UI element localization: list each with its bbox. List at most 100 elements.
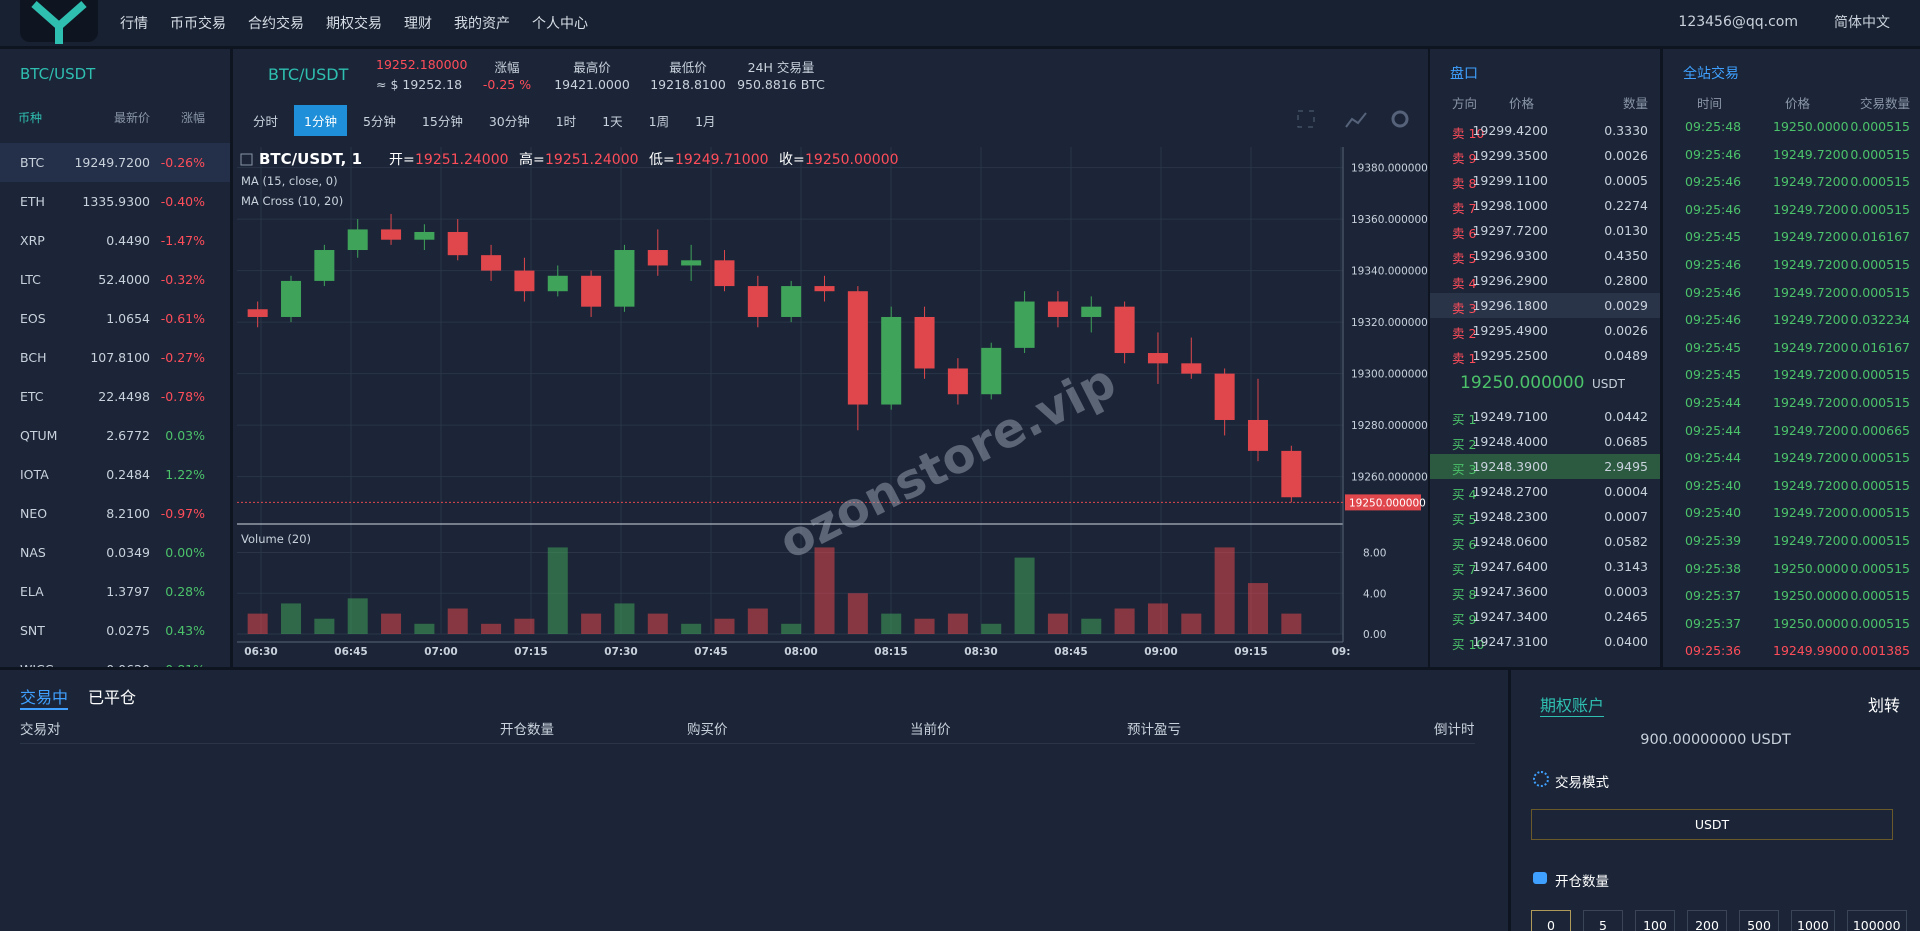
orderbook-row[interactable]: 卖 9 19299.3500 0.0026 bbox=[1430, 143, 1660, 168]
qty-option[interactable]: 0 bbox=[1531, 910, 1571, 931]
interval-button[interactable]: 分时 bbox=[253, 114, 279, 129]
user-account[interactable]: 123456@qq.com bbox=[1678, 14, 1798, 30]
qty-option[interactable]: 100 bbox=[1635, 910, 1675, 931]
interval-button[interactable]: 1天 bbox=[602, 114, 623, 129]
orderbook-cell: 买 1 bbox=[1452, 412, 1477, 427]
legend-toggle bbox=[240, 153, 253, 166]
orderbook-row[interactable]: 买 2 19248.4000 0.0685 bbox=[1430, 429, 1660, 454]
interval-button[interactable]: 15分钟 bbox=[421, 114, 463, 129]
orderbook-row[interactable]: 卖 4 19296.2900 0.2800 bbox=[1430, 268, 1660, 293]
logo[interactable] bbox=[20, 0, 100, 46]
market-row[interactable]: LTC 52.4000 -0.32% bbox=[0, 260, 230, 299]
qty-option[interactable]: 100000 bbox=[1846, 910, 1907, 931]
orderbook-row[interactable]: 买 4 19248.2700 0.0004 bbox=[1430, 479, 1660, 504]
interval-button[interactable]: 1月 bbox=[695, 114, 716, 129]
nav-item[interactable]: 个人中心 bbox=[532, 16, 588, 32]
interval-button[interactable]: 1分钟 bbox=[294, 105, 347, 136]
interval-button[interactable]: 30分钟 bbox=[488, 114, 530, 129]
candle-body bbox=[547, 275, 568, 292]
orderbook-row[interactable]: 卖 3 19296.1800 0.0029 bbox=[1430, 293, 1660, 318]
market-row[interactable]: ETC 22.4498 -0.78% bbox=[0, 377, 230, 416]
x-tick-label: 08:00 bbox=[784, 646, 817, 658]
orderbook-cell: 19248.3900 bbox=[1472, 459, 1548, 474]
market-cell: 1.3797 bbox=[106, 584, 150, 599]
ohlc-label: 收= bbox=[779, 152, 805, 168]
trade-cell: 09:25:48 bbox=[1685, 119, 1742, 134]
orderbook-row[interactable]: 买 6 19248.0600 0.0582 bbox=[1430, 529, 1660, 554]
orderbook-row[interactable]: 买 3 19248.3900 2.9495 bbox=[1430, 454, 1660, 479]
market-row[interactable]: SNT 0.0275 0.43% bbox=[0, 611, 230, 650]
nav-item[interactable]: 行情 bbox=[120, 16, 148, 32]
trade-cell: 09:25:45 bbox=[1685, 339, 1742, 355]
orderbook-row[interactable]: 买 1 19249.7100 0.0442 bbox=[1430, 404, 1660, 429]
market-row[interactable]: WICC 0.0620 0.81% bbox=[0, 650, 230, 667]
trade-cell: 09:25:45 bbox=[1685, 229, 1742, 245]
market-cell: EOS bbox=[20, 311, 46, 326]
orderbook-row[interactable]: 买 9 19247.3400 0.2465 bbox=[1430, 604, 1660, 629]
nav-item[interactable]: 我的资产 bbox=[454, 16, 510, 32]
language-select[interactable]: 简体中文 bbox=[1834, 15, 1890, 31]
orderbook-cell: 0.2274 bbox=[1604, 198, 1648, 213]
mode-select[interactable]: USDT bbox=[1531, 809, 1893, 840]
y-tick-label: 19300.000000 bbox=[1351, 369, 1428, 381]
orderbook-cell: 卖 7 bbox=[1452, 201, 1477, 216]
account-title: 期权账户 bbox=[1540, 692, 1605, 717]
volume-tick-label: 0.00 bbox=[1363, 629, 1386, 641]
orderbook-cell: 0.0582 bbox=[1604, 534, 1648, 549]
market-row[interactable]: XRP 0.4490 -1.47% bbox=[0, 221, 230, 260]
market-row[interactable]: EOS 1.0654 -0.61% bbox=[0, 299, 230, 338]
nav-item[interactable]: 期权交易 bbox=[326, 16, 382, 32]
last-price-box bbox=[1345, 494, 1421, 511]
y-tick-label: 19280.000000 bbox=[1351, 420, 1428, 432]
orderbook-row[interactable]: 卖 7 19298.1000 0.2274 bbox=[1430, 193, 1660, 218]
interval-button[interactable]: 5分钟 bbox=[362, 114, 396, 129]
trade-cell: 19249.7200 bbox=[1773, 505, 1849, 521]
trade-cell: 0.000515 bbox=[1850, 533, 1910, 548]
last-price: 19250.000000 bbox=[1460, 373, 1585, 393]
volume-tick-label: 4.00 bbox=[1363, 588, 1386, 600]
qty-option[interactable]: 200 bbox=[1687, 910, 1727, 931]
qty-option[interactable]: 1000 bbox=[1791, 910, 1835, 931]
orderbook-cell: 0.4350 bbox=[1604, 248, 1648, 263]
market-cell: 0.4490 bbox=[106, 233, 150, 248]
market-row[interactable]: BTC 19249.7200 -0.26% bbox=[0, 143, 230, 182]
interval-button[interactable]: 1周 bbox=[648, 114, 670, 129]
candle-body bbox=[481, 255, 502, 271]
orderbook-row[interactable]: 卖 2 19295.4900 0.0026 bbox=[1430, 318, 1660, 343]
trade-cell: 0.000515 bbox=[1850, 615, 1910, 631]
nav-item[interactable]: 理财 bbox=[404, 16, 432, 32]
orderbook-row[interactable]: 买 7 19247.6400 0.3143 bbox=[1430, 554, 1660, 579]
market-row[interactable]: IOTA 0.2484 1.22% bbox=[0, 455, 230, 494]
interval-button[interactable]: 1时 bbox=[555, 114, 577, 129]
trade-cell: 0.000515 bbox=[1850, 119, 1910, 134]
nav-item[interactable]: 币币交易 bbox=[170, 16, 226, 32]
candle-body bbox=[447, 231, 468, 256]
orderbook-row[interactable]: 卖 5 19296.9300 0.4350 bbox=[1430, 243, 1660, 268]
transfer-button[interactable]: 划转 bbox=[1867, 696, 1900, 715]
position-tab[interactable]: 已平仓 bbox=[88, 688, 137, 707]
market-row[interactable]: ETH 1335.9300 -0.40% bbox=[0, 182, 230, 221]
qty-option[interactable]: 5 bbox=[1583, 910, 1623, 931]
market-row[interactable]: NEO 8.2100 -0.97% bbox=[0, 494, 230, 533]
qty-option[interactable]: 500 bbox=[1739, 910, 1779, 931]
market-row[interactable]: NAS 0.0349 0.00% bbox=[0, 533, 230, 572]
chart-tools[interactable] bbox=[1278, 107, 1418, 131]
position-tab[interactable]: 交易中 bbox=[20, 684, 69, 710]
orderbook-row[interactable]: 卖 1 19295.2500 0.0489 bbox=[1430, 343, 1660, 368]
qty-icon bbox=[1533, 872, 1547, 884]
orderbook-row[interactable]: 买 10 19247.3100 0.0400 bbox=[1430, 629, 1660, 654]
x-tick-label: 07:00 bbox=[424, 646, 457, 658]
market-row[interactable]: QTUM 2.6772 0.03% bbox=[0, 416, 230, 455]
orderbook-row[interactable]: 买 5 19248.2300 0.0007 bbox=[1430, 504, 1660, 529]
candle-body bbox=[514, 270, 535, 292]
orderbook-row[interactable]: 卖 8 19299.1100 0.0005 bbox=[1430, 168, 1660, 193]
market-row[interactable]: BCH 107.8100 -0.27% bbox=[0, 338, 230, 377]
nav-item[interactable]: 合约交易 bbox=[248, 16, 304, 32]
market-row[interactable]: ELA 1.3797 0.28% bbox=[0, 572, 230, 611]
orderbook-row[interactable]: 买 8 19247.3600 0.0003 bbox=[1430, 579, 1660, 604]
orderbook-row[interactable]: 卖 10 19299.4200 0.3330 bbox=[1430, 118, 1660, 143]
orderbook-cell: 19248.2700 bbox=[1472, 484, 1548, 499]
x-tick-label: 07:45 bbox=[694, 646, 727, 658]
orderbook-row[interactable]: 卖 6 19297.7200 0.0130 bbox=[1430, 218, 1660, 243]
volume-bar bbox=[947, 613, 968, 634]
